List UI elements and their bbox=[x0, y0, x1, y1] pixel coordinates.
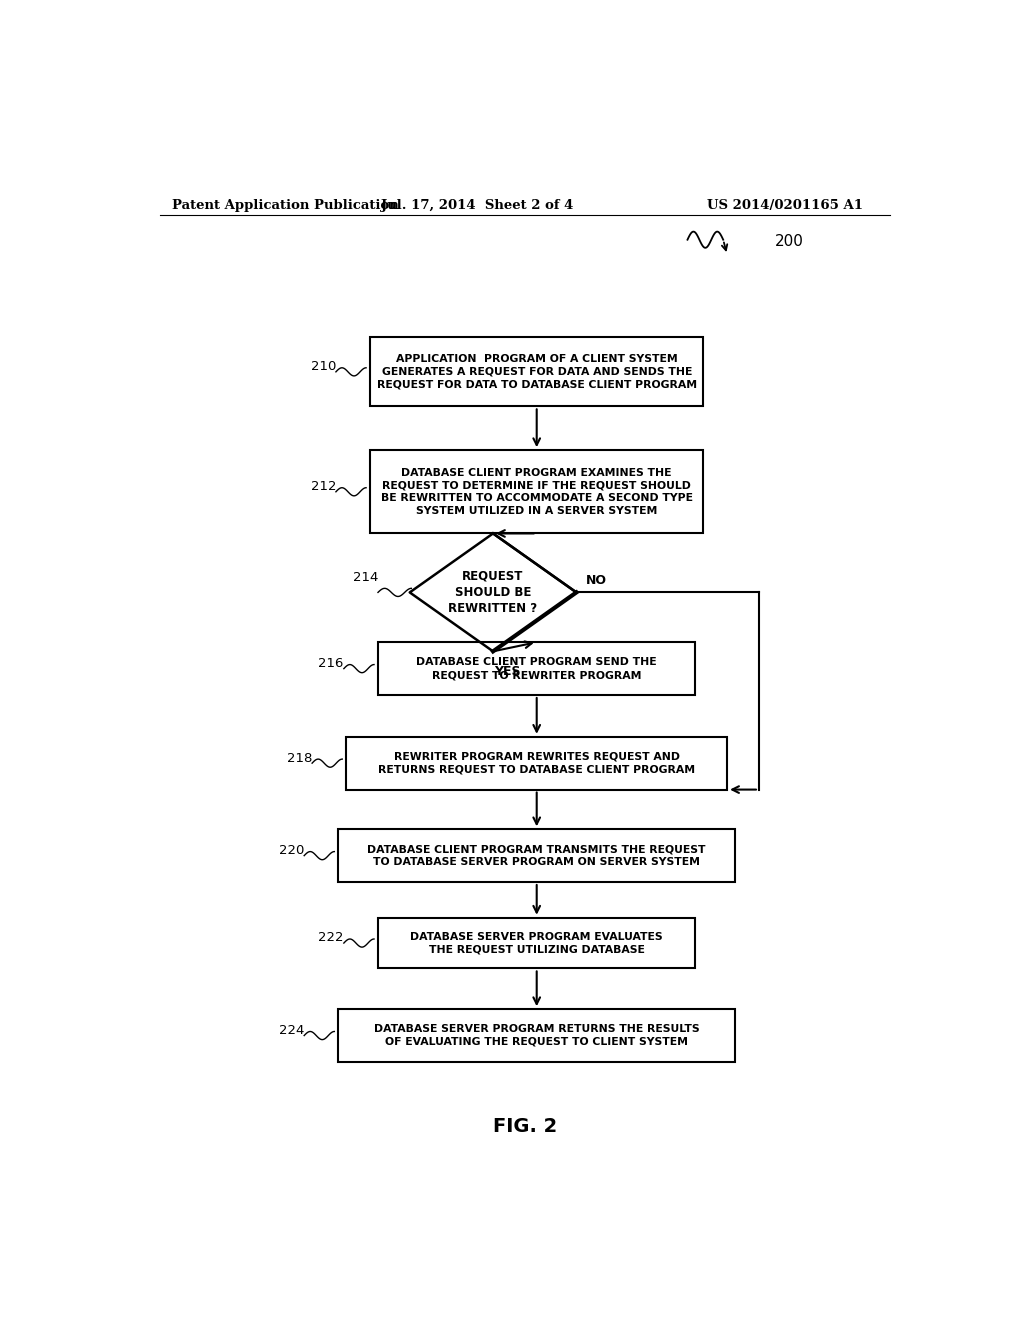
Text: Jul. 17, 2014  Sheet 2 of 4: Jul. 17, 2014 Sheet 2 of 4 bbox=[381, 198, 573, 211]
FancyBboxPatch shape bbox=[346, 737, 727, 789]
Text: APPLICATION  PROGRAM OF A CLIENT SYSTEM
GENERATES A REQUEST FOR DATA AND SENDS T: APPLICATION PROGRAM OF A CLIENT SYSTEM G… bbox=[377, 354, 696, 389]
Text: DATABASE SERVER PROGRAM RETURNS THE RESULTS
OF EVALUATING THE REQUEST TO CLIENT : DATABASE SERVER PROGRAM RETURNS THE RESU… bbox=[374, 1024, 699, 1047]
Text: FIG. 2: FIG. 2 bbox=[493, 1117, 557, 1135]
Text: DATABASE CLIENT PROGRAM EXAMINES THE
REQUEST TO DETERMINE IF THE REQUEST SHOULD
: DATABASE CLIENT PROGRAM EXAMINES THE REQ… bbox=[381, 467, 692, 516]
Polygon shape bbox=[410, 533, 577, 651]
Text: REQUEST
SHOULD BE
REWRITTEN ?: REQUEST SHOULD BE REWRITTEN ? bbox=[449, 569, 538, 615]
Text: DATABASE CLIENT PROGRAM TRANSMITS THE REQUEST
TO DATABASE SERVER PROGRAM ON SERV: DATABASE CLIENT PROGRAM TRANSMITS THE RE… bbox=[368, 845, 706, 867]
FancyBboxPatch shape bbox=[378, 643, 695, 696]
FancyBboxPatch shape bbox=[338, 1008, 735, 1063]
Text: 212: 212 bbox=[310, 480, 336, 494]
Text: NO: NO bbox=[586, 574, 607, 586]
Text: Patent Application Publication: Patent Application Publication bbox=[172, 198, 398, 211]
Text: YES: YES bbox=[495, 665, 520, 678]
Text: 216: 216 bbox=[318, 657, 344, 671]
FancyBboxPatch shape bbox=[370, 450, 703, 533]
Text: 210: 210 bbox=[310, 360, 336, 374]
Text: 222: 222 bbox=[318, 932, 344, 945]
Text: DATABASE SERVER PROGRAM EVALUATES
THE REQUEST UTILIZING DATABASE: DATABASE SERVER PROGRAM EVALUATES THE RE… bbox=[411, 932, 663, 954]
FancyBboxPatch shape bbox=[378, 917, 695, 969]
Text: US 2014/0201165 A1: US 2014/0201165 A1 bbox=[708, 198, 863, 211]
Text: 220: 220 bbox=[279, 843, 304, 857]
Text: 224: 224 bbox=[279, 1024, 304, 1038]
Text: 200: 200 bbox=[775, 234, 804, 249]
FancyBboxPatch shape bbox=[370, 338, 703, 407]
Text: DATABASE CLIENT PROGRAM SEND THE
REQUEST TO REWRITER PROGRAM: DATABASE CLIENT PROGRAM SEND THE REQUEST… bbox=[417, 657, 657, 680]
Text: 218: 218 bbox=[287, 751, 312, 764]
FancyBboxPatch shape bbox=[338, 829, 735, 882]
Text: REWRITER PROGRAM REWRITES REQUEST AND
RETURNS REQUEST TO DATABASE CLIENT PROGRAM: REWRITER PROGRAM REWRITES REQUEST AND RE… bbox=[378, 752, 695, 775]
Text: 214: 214 bbox=[352, 570, 378, 583]
